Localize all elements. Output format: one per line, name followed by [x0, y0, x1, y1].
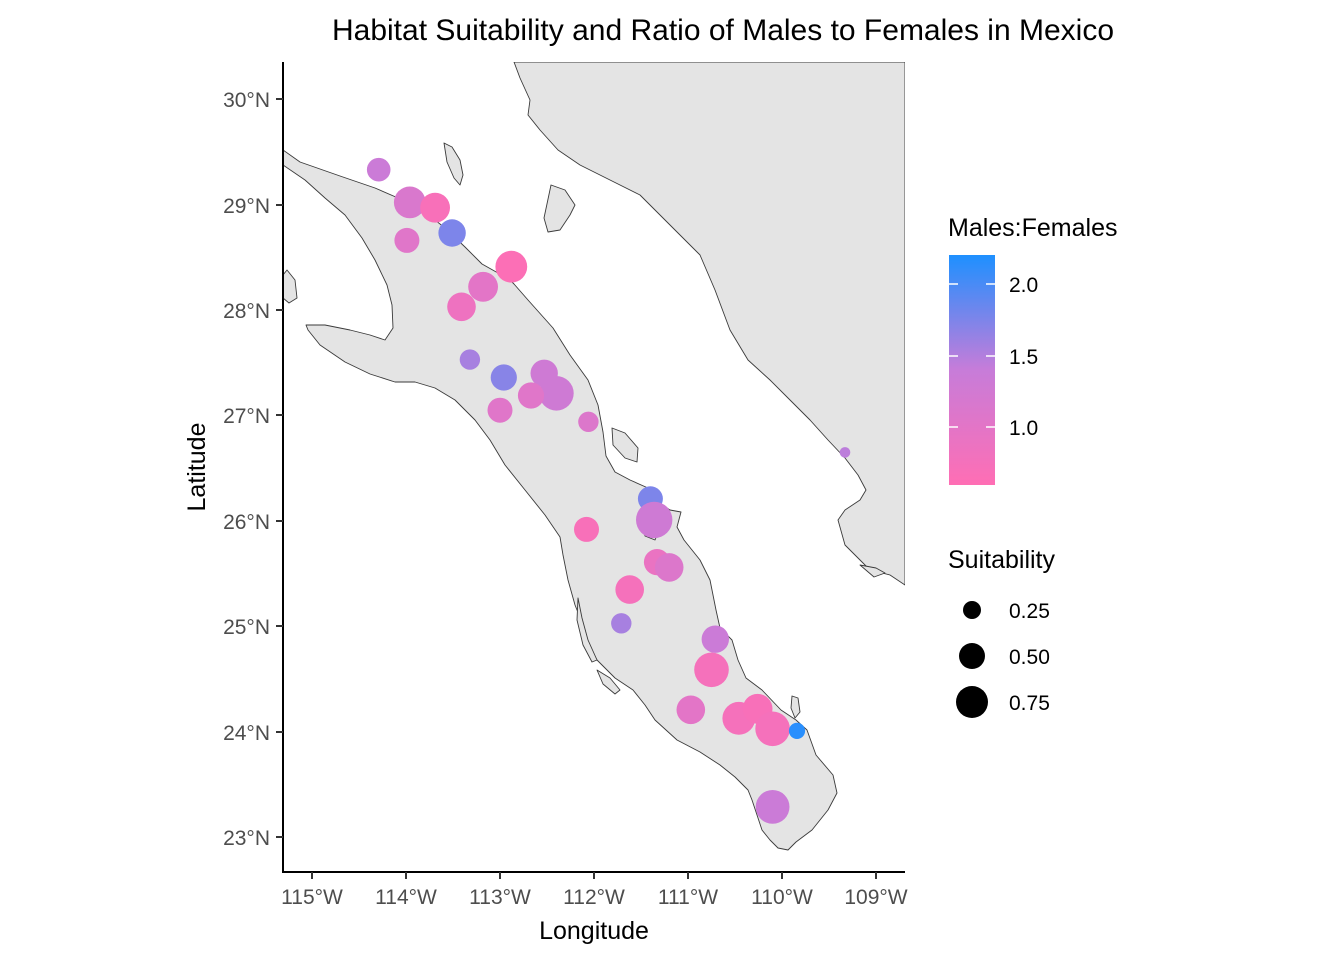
color-legend-title: Males:Females — [948, 214, 1118, 242]
mainland-mexico — [513, 62, 905, 586]
size-legend-title: Suitability — [948, 546, 1055, 574]
site-point — [839, 447, 851, 458]
site-point — [539, 376, 574, 411]
x-tick-label: 110°W — [751, 886, 813, 909]
site-point — [468, 271, 498, 302]
data-points — [366, 157, 851, 824]
site-point — [578, 411, 599, 432]
y-tick-label: 23°N — [223, 827, 270, 850]
size-legend-label: 0.50 — [1009, 646, 1050, 669]
site-point — [438, 219, 466, 247]
site-point — [636, 501, 673, 539]
site-point — [611, 613, 632, 634]
y-axis: 30°N 29°N 28°N 27°N 26°N 25°N 24°N 23°N — [223, 89, 283, 850]
y-tick-label: 26°N — [223, 511, 270, 534]
isla-magdalena — [596, 669, 621, 695]
site-point — [615, 575, 644, 604]
x-tick-label: 114°W — [375, 886, 437, 909]
size-legend-label: 0.75 — [1009, 692, 1050, 715]
size-legend: Suitability 0.25 0.50 0.75 — [948, 546, 1055, 718]
isla-santa-margarita — [576, 597, 598, 663]
size-legend-dot — [959, 643, 985, 669]
site-point — [517, 382, 545, 409]
y-tick-label: 30°N — [223, 89, 270, 112]
site-point — [676, 695, 706, 725]
site-point — [447, 292, 476, 322]
color-legend-label: 2.0 — [1009, 274, 1038, 297]
site-point — [701, 625, 729, 653]
x-tick-label: 109°W — [844, 886, 907, 909]
isla-la-tortuga — [859, 564, 886, 578]
y-tick-label: 24°N — [223, 722, 270, 745]
site-point — [755, 711, 790, 747]
y-tick-label: 27°N — [223, 405, 270, 428]
x-tick-label: 111°W — [658, 886, 718, 909]
map-panel — [283, 62, 905, 851]
size-legend-dot — [956, 686, 988, 718]
isla-espiritu-santo — [790, 695, 801, 719]
site-point — [490, 364, 517, 391]
site-point — [487, 397, 513, 423]
isla-san-marcos — [611, 427, 639, 463]
size-legend-label: 0.25 — [1009, 600, 1050, 623]
y-tick-label: 28°N — [223, 300, 270, 323]
site-point — [459, 349, 481, 370]
site-point — [788, 722, 806, 740]
color-legend: Males:Females 2.0 1.5 1.0 — [948, 214, 1118, 485]
site-point — [394, 227, 420, 253]
size-legend-dot — [963, 601, 981, 619]
site-point — [694, 652, 729, 688]
x-axis-title: Longitude — [539, 917, 649, 945]
site-point — [574, 516, 599, 542]
x-axis: 115°W 114°W 113°W 112°W 111°W 110°W 109°… — [281, 872, 908, 909]
color-legend-label: 1.5 — [1009, 346, 1038, 369]
site-point — [420, 192, 450, 223]
color-legend-bar — [949, 255, 995, 485]
chart-title: Habitat Suitability and Ratio of Males t… — [332, 14, 1114, 47]
isla-tiburon — [543, 184, 576, 233]
x-tick-label: 112°W — [563, 886, 625, 909]
y-tick-label: 29°N — [223, 195, 270, 218]
site-point — [755, 790, 790, 824]
x-tick-label: 113°W — [469, 886, 531, 909]
site-point — [393, 186, 426, 219]
x-tick-label: 115°W — [281, 886, 343, 909]
site-point — [495, 250, 528, 283]
y-axis-title: Latitude — [183, 423, 211, 512]
isla-cedros — [283, 269, 298, 304]
y-tick-label: 25°N — [223, 616, 270, 639]
site-point — [654, 553, 684, 582]
site-point — [366, 157, 391, 182]
color-legend-label: 1.0 — [1009, 417, 1038, 440]
isla-angel-de-la-guarda — [443, 142, 464, 186]
